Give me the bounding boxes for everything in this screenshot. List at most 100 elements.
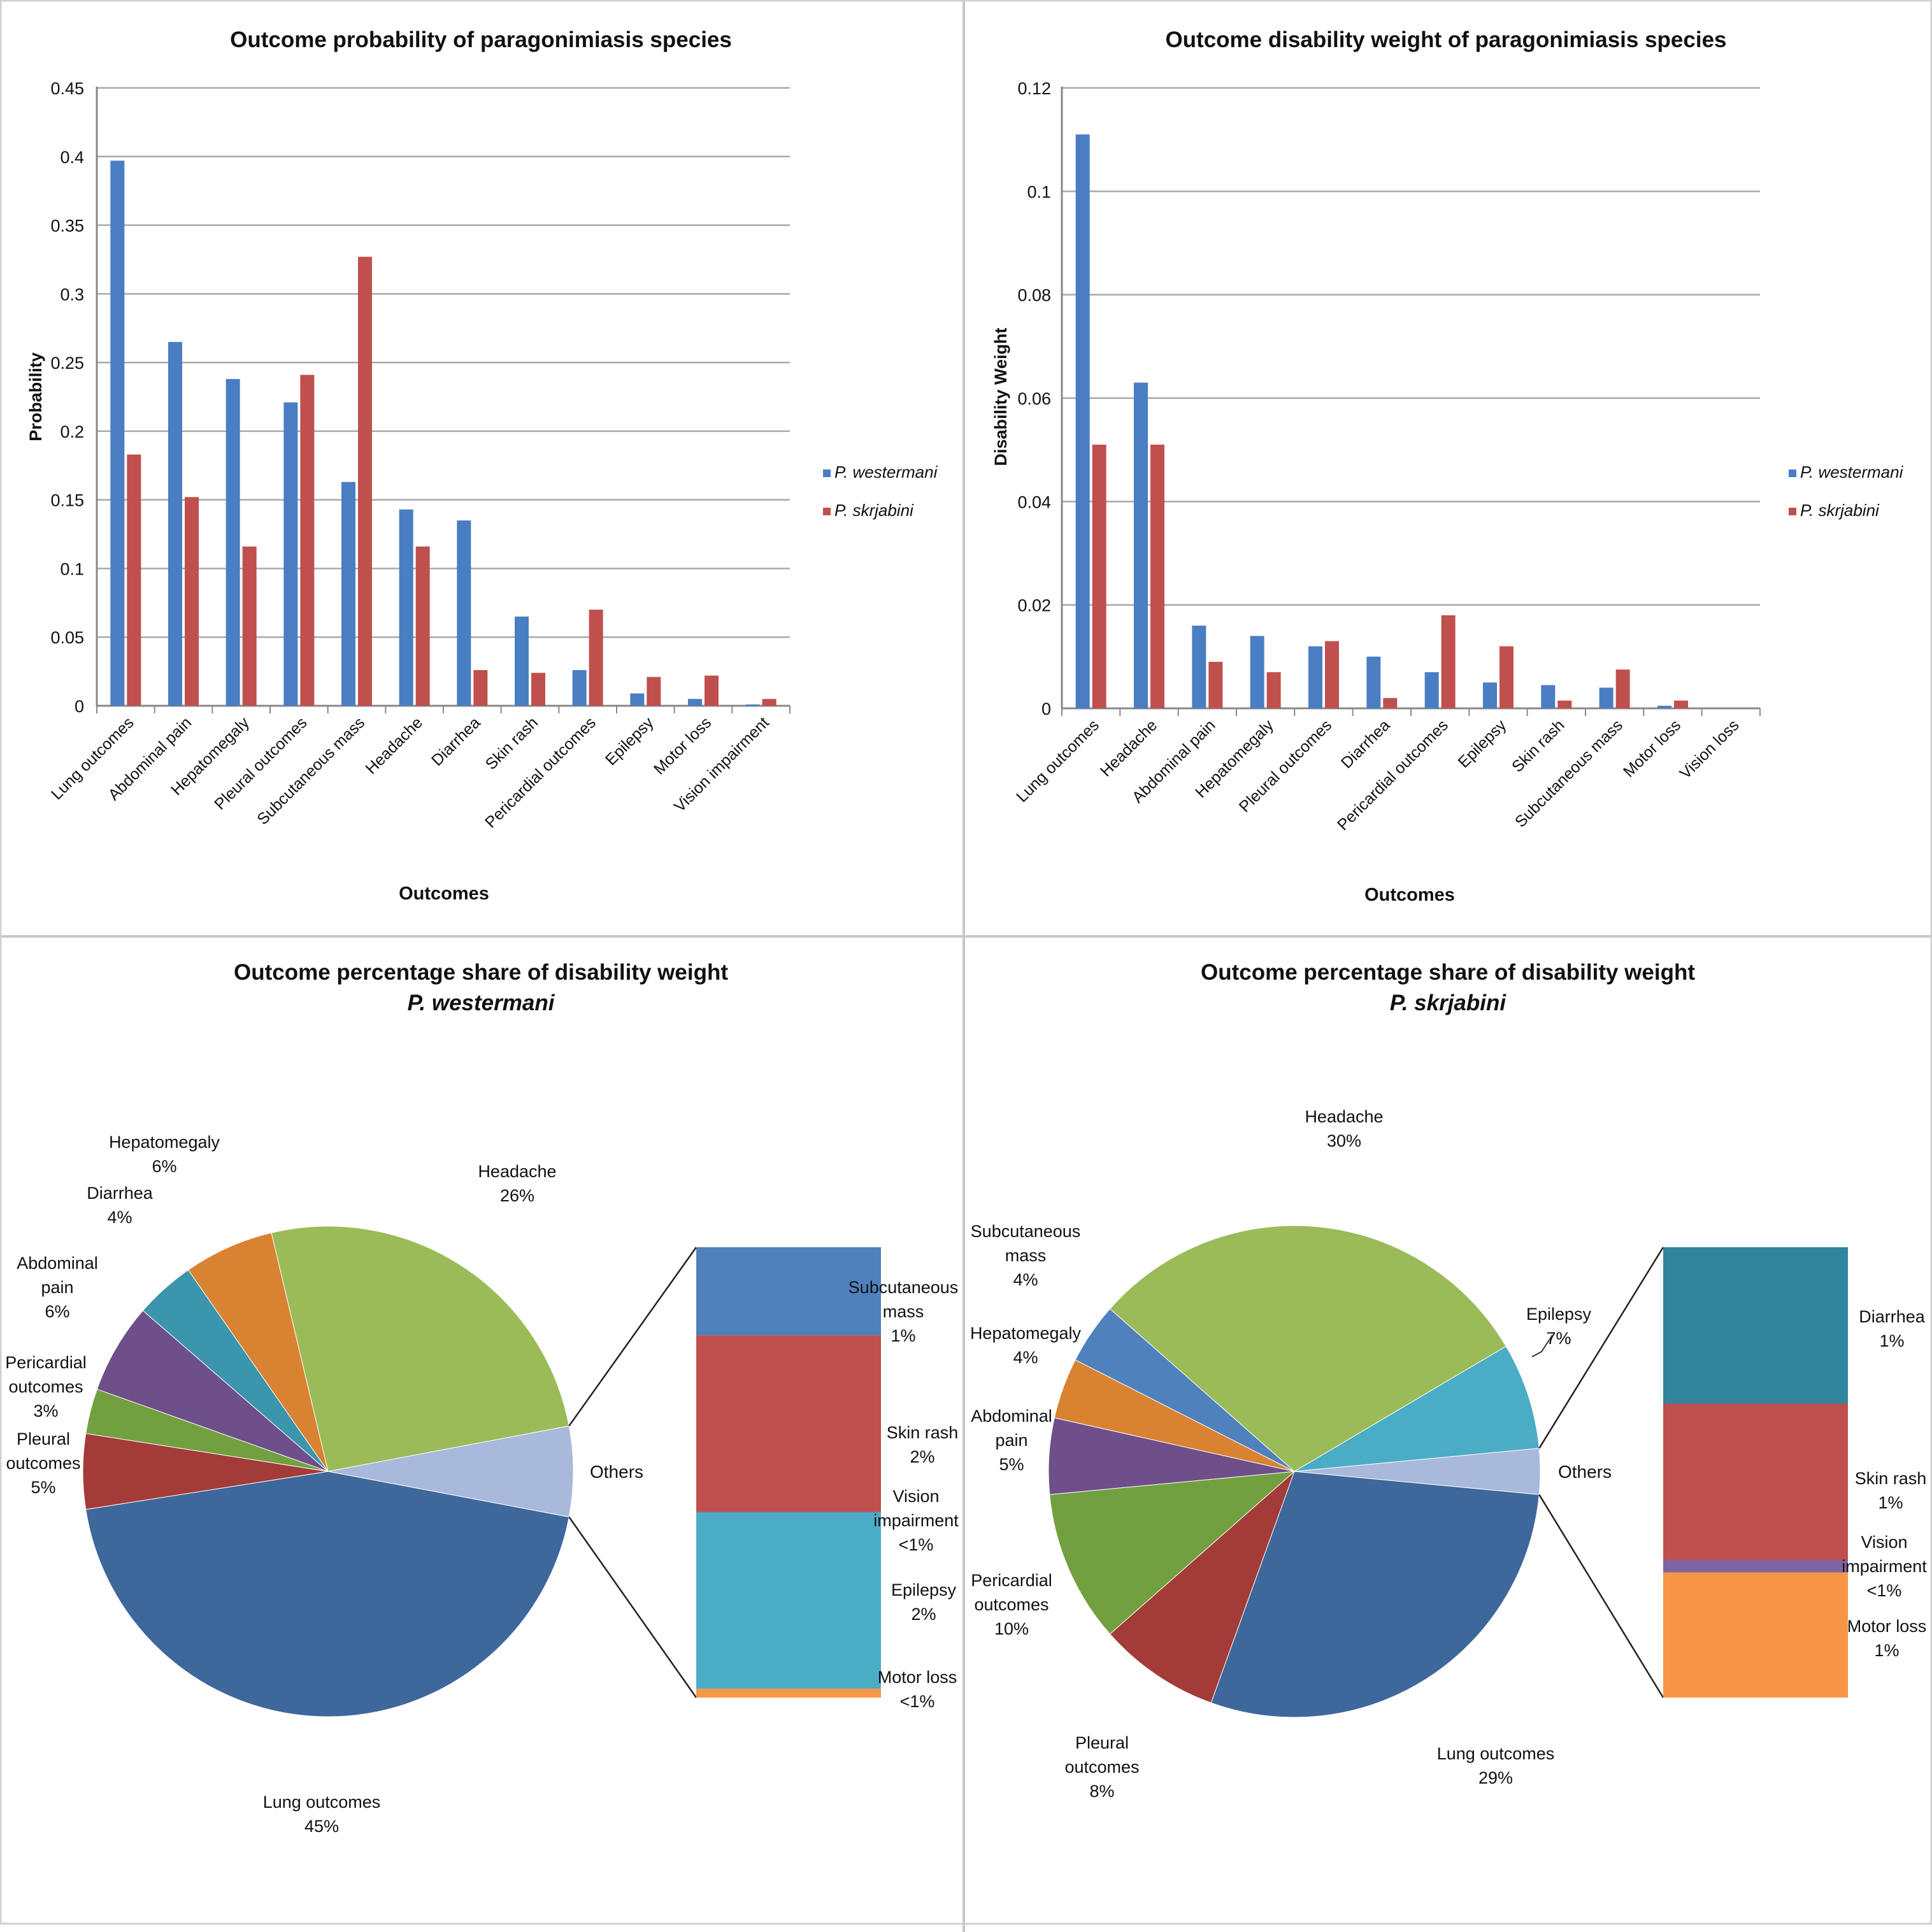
bar-p-skrjabini [1557, 700, 1572, 708]
chart-subtitle: P. westermani [408, 991, 555, 1015]
pie-label-abdominal-pain-line: Abdominal [971, 1406, 1052, 1426]
pie-slice-pleural-outcomes [1109, 1471, 1295, 1703]
pie-slice-lung-outcomes [85, 1471, 569, 1717]
pie-label-diarrhea: Diarrhea 4% [87, 1184, 154, 1227]
pie-label-headache-line: Headache [1305, 1107, 1383, 1126]
connector-line [1538, 1494, 1664, 1698]
pie-slice-others [327, 1425, 574, 1518]
westermani-pie-chart: Outcome percentage share of disability w… [5, 960, 959, 1836]
pie-label-pericardial-outcomes-line: 3% [33, 1401, 58, 1420]
chart-title: Outcome disability weight of paragonimia… [1165, 27, 1726, 52]
pie-label-abdominal-pain: Abdominal pain 5% [971, 1406, 1052, 1474]
pie-label-headache-line: 26% [500, 1186, 534, 1205]
y-tick-label: 0.05 [50, 628, 84, 647]
breakdown-label-skin-rash-line: Skin rash [1855, 1469, 1927, 1488]
pie-label-others: Others [590, 1462, 643, 1482]
bar-p-westermani [168, 341, 182, 706]
pie-label-abdominal-pain: Abdominal pain 6% [17, 1254, 98, 1321]
bar-p-skrjabini [473, 669, 488, 706]
breakdown-label-motor-loss-line: 1% [1874, 1641, 1899, 1660]
breakdown-label-diarrhea-line: 1% [1879, 1331, 1904, 1350]
breakdown-label-skin-rash-line: Skin rash [887, 1423, 959, 1442]
y-tick-label: 0.25 [50, 354, 84, 373]
bar-p-westermani [515, 616, 529, 706]
bar-p-westermani [1599, 687, 1614, 708]
bar-p-skrjabini [1325, 641, 1339, 708]
pie-label-pleural-outcomes-line: Pleural [17, 1429, 70, 1449]
pie-label-headache: Headache 26% [478, 1162, 556, 1205]
bar-p-skrjabini [705, 675, 719, 706]
chart-title: Outcome percentage share of disability w… [1201, 960, 1695, 985]
legend-label: P. westermani [1800, 462, 1904, 482]
y-axis-title: Probability [26, 352, 45, 441]
pie-label-hepatomegaly-line: Hepatomegaly [970, 1324, 1082, 1343]
pie-label-pericardial-outcomes: Pericardial outcomes 10% [971, 1571, 1052, 1638]
pie-label-pleural-outcomes-line: outcomes [1064, 1757, 1139, 1777]
bar-p-westermani [283, 402, 298, 706]
bar-p-skrjabini [1266, 672, 1281, 708]
breakdown-label-subcutaneous-mass-line: Subcutaneous [848, 1278, 959, 1297]
breakdown-label-vision-impairment-line: impairment [873, 1511, 959, 1530]
pie-label-subcutaneous-mass: Subcutaneous mass 4% [971, 1222, 1081, 1289]
y-tick-label: 0.1 [60, 559, 84, 578]
pie-label-lung-outcomes-line: Lung outcomes [263, 1792, 381, 1812]
breakdown-subcutaneous-mass [696, 1247, 881, 1336]
pie-label-hepatomegaly-line: 4% [1013, 1348, 1038, 1367]
bar-p-westermani [1483, 682, 1497, 708]
y-tick-label: 0.04 [1017, 492, 1051, 512]
breakdown-skin-rash [1663, 1403, 1848, 1560]
pie-label-pericardial-outcomes-line: outcomes [8, 1377, 83, 1396]
pie-label-pericardial-outcomes-line: 10% [994, 1619, 1029, 1638]
bar-p-westermani [457, 520, 471, 706]
pie-label-subcutaneous-mass-line: 4% [1013, 1270, 1038, 1289]
breakdown-label-motor-loss-line: <1% [900, 1692, 935, 1711]
breakdown-vision-impairment [1663, 1559, 1848, 1573]
bar-p-westermani [1424, 672, 1439, 708]
y-tick-label: 0.2 [60, 422, 84, 441]
y-tick-label: 0.08 [1017, 286, 1051, 305]
pie-label-lung-outcomes-line: Lung outcomes [1437, 1744, 1555, 1763]
legend-swatch [1789, 508, 1796, 515]
pie-slice-subcutaneous-mass [1075, 1308, 1295, 1472]
pie-slice-abdominal-pain [96, 1310, 329, 1472]
x-axis-title: Outcomes [399, 884, 489, 904]
bar-p-westermani [745, 704, 760, 706]
breakdown-label-vision-impairment-line: Vision [1861, 1533, 1907, 1552]
breakdown-skin-rash [696, 1335, 881, 1512]
bar-p-westermani [225, 378, 240, 706]
legend-label: P. westermani [834, 462, 938, 482]
y-tick-label: 0.1 [1027, 182, 1051, 201]
bar-p-westermani [1075, 134, 1090, 709]
breakdown-label-epilepsy-line: Epilepsy [891, 1580, 957, 1599]
pie-label-hepatomegaly-line: Hepatomegaly [109, 1133, 220, 1152]
breakdown-label-epilepsy-line: 2% [911, 1605, 936, 1624]
bar-p-westermani [688, 699, 702, 706]
skrjabini-pie-chart: Outcome percentage share of disability w… [970, 960, 1927, 1801]
pie-slice-epilepsy [1294, 1345, 1540, 1472]
bar-p-westermani [1366, 656, 1381, 708]
label-leader-line [1531, 1335, 1553, 1357]
pie-label-lung-outcomes-line: 29% [1478, 1768, 1513, 1787]
y-tick-label: 0.3 [60, 285, 84, 304]
pie-slice-headache [271, 1226, 569, 1472]
bar-p-skrjabini [647, 676, 661, 706]
pie-label-epilepsy-line: Epilepsy [1526, 1305, 1592, 1324]
pie-label-pleural-outcomes-line: 5% [31, 1478, 55, 1497]
pie-label-pleural-outcomes-line: outcomes [6, 1454, 80, 1473]
bar-p-skrjabini [242, 546, 257, 706]
breakdown-label-skin-rash: Skin rash 2% [887, 1423, 959, 1466]
pie-label-others: Others [1558, 1462, 1612, 1482]
legend-swatch [823, 508, 831, 515]
breakdown-label-vision-impairment-line: impairment [1842, 1557, 1927, 1576]
pie-label-hepatomegaly-line: 6% [152, 1157, 176, 1176]
pie-label-pleural-outcomes: Pleural outcomes 5% [6, 1429, 80, 1497]
bar-p-skrjabini [589, 610, 603, 706]
bar-p-westermani [1134, 382, 1148, 708]
bar-p-skrjabini [531, 673, 545, 706]
connector-line [568, 1247, 698, 1427]
breakdown-label-vision-impairment: Vision impairment <1% [873, 1487, 959, 1554]
legend-swatch [823, 469, 831, 477]
bar-p-westermani [1192, 626, 1206, 708]
pie-label-abdominal-pain-line: 5% [999, 1455, 1024, 1474]
bar-p-skrjabini [1208, 661, 1223, 708]
